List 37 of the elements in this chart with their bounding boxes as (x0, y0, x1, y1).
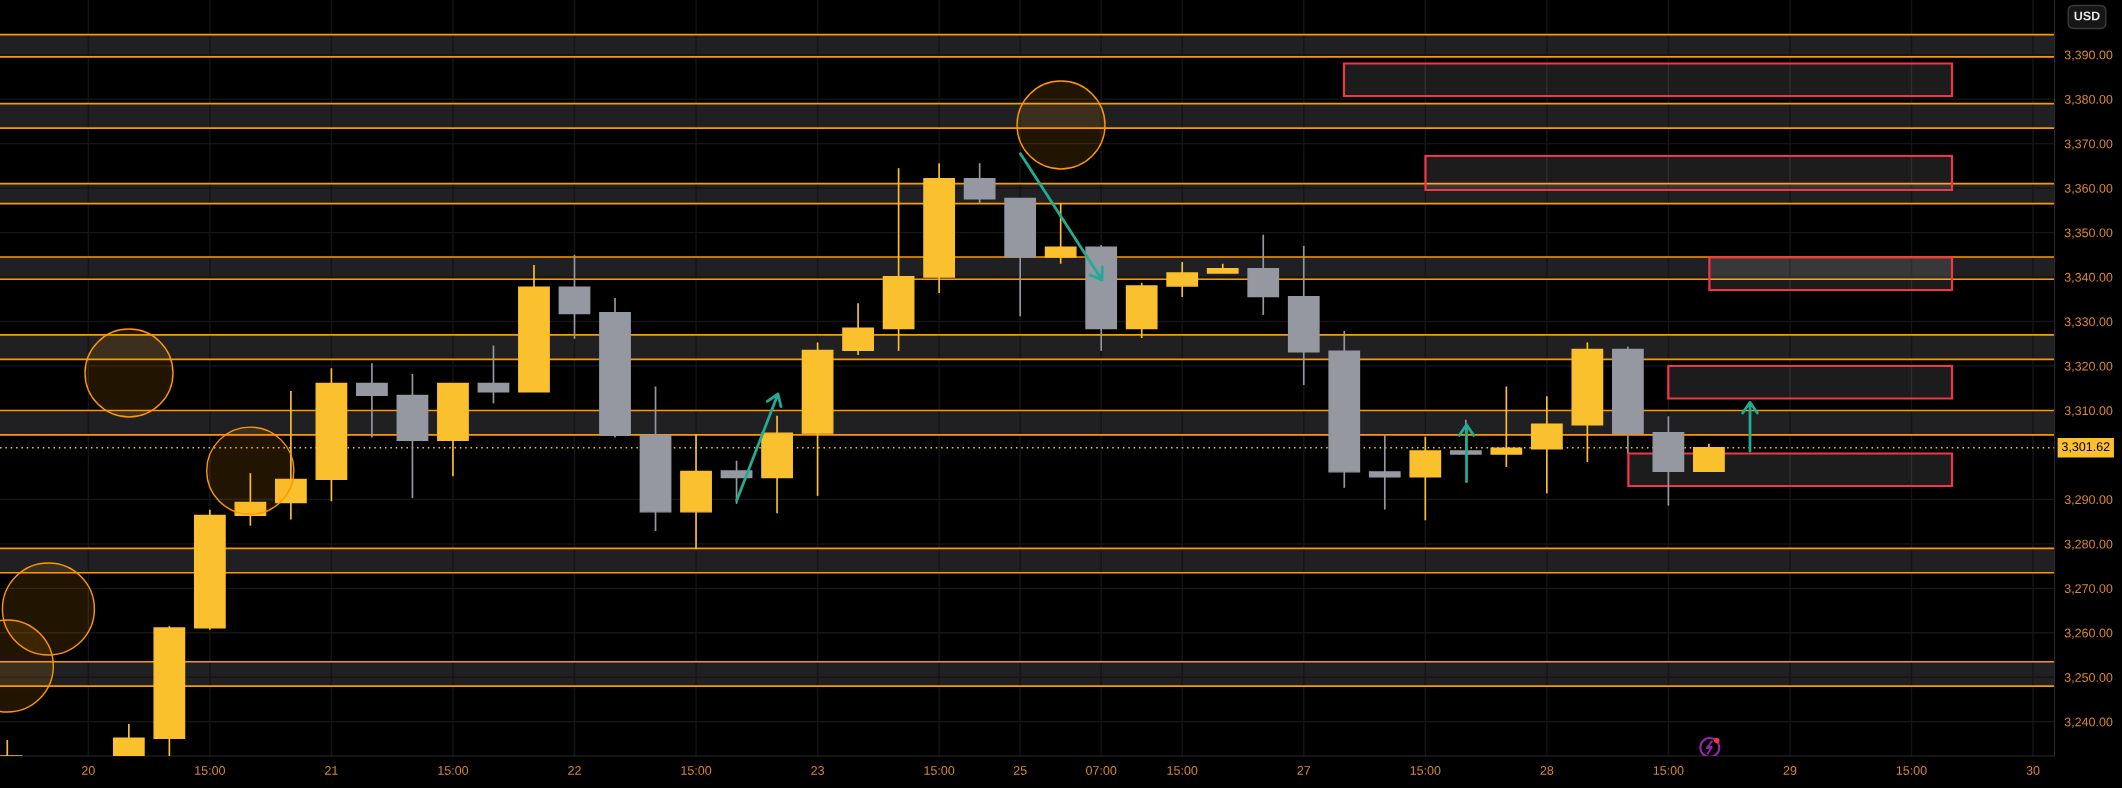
y-tick-label: 3,320.00 (2064, 361, 2113, 373)
x-tick-label: 15:00 (1410, 766, 1441, 775)
x-tick-label: 15:00 (1653, 766, 1684, 775)
y-tick-label: 3,290.00 (2064, 495, 2113, 506)
y-tick-label: 3,390.00 (2064, 50, 2113, 61)
y-tick-label: 3,350.00 (2064, 228, 2113, 239)
x-tick-label: 15:00 (1896, 766, 1927, 775)
candlestick (1368, 433, 1401, 511)
x-tick-label: 15:00 (924, 766, 955, 775)
y-tick-label: 3,370.00 (2064, 139, 2113, 150)
y-tick-label: 3,360.00 (2064, 183, 2113, 195)
y-tick-label: 3,240.00 (2064, 717, 2113, 728)
y-axis-title: USD (2074, 11, 2100, 21)
y-tick-label: 3,260.00 (2064, 628, 2113, 639)
x-tick-label: 15:00 (195, 766, 226, 775)
x-tick-label: 15:00 (438, 766, 469, 775)
y-tick-label: 3,380.00 (2064, 94, 2113, 106)
candlestick (477, 344, 510, 405)
y-tick-label: 3,280.00 (2064, 539, 2113, 550)
ref-line-label: 3,301.62 (2061, 442, 2110, 453)
x-tick-label: 15:00 (681, 766, 712, 775)
x-tick-label: 15:00 (1167, 766, 1198, 775)
x-tick-label: 30 (2026, 766, 2040, 775)
y-tick-label: 3,340.00 (2064, 272, 2113, 284)
y-tick-label: 3,330.00 (2064, 317, 2113, 328)
x-tick-label: 20 (82, 766, 95, 775)
x-tick-label: 21 (325, 766, 338, 775)
y-tick-label: 3,270.00 (2064, 584, 2113, 595)
x-tick-label: 25 (1013, 766, 1027, 775)
y-tick-label: 3,310.00 (2064, 406, 2113, 417)
x-tick-label: 22 (568, 766, 581, 775)
x-tick-label: 27 (1297, 766, 1311, 775)
x-tick-label: 23 (811, 766, 824, 775)
x-tick-label: 28 (1540, 766, 1554, 775)
x-tick-label: 29 (1783, 766, 1797, 775)
x-tick-label: 07:00 (1086, 766, 1117, 775)
y-tick-label: 3,250.00 (2064, 673, 2113, 684)
